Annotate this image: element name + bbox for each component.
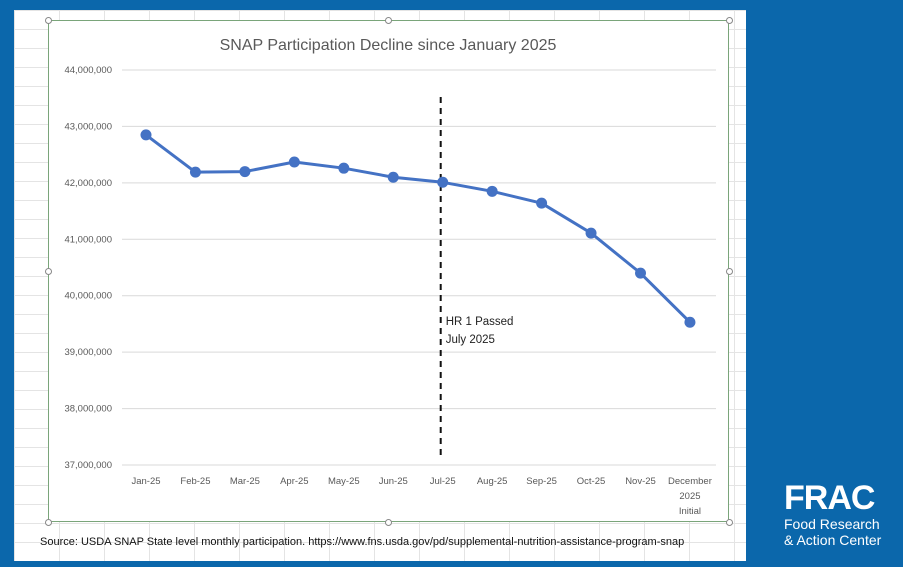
data-point (338, 162, 350, 174)
data-point (585, 227, 597, 239)
data-point (486, 185, 498, 197)
data-point (288, 156, 300, 168)
resize-handle[interactable] (726, 519, 733, 526)
resize-handle[interactable] (45, 268, 52, 275)
annotation-text: July 2025 (446, 334, 495, 346)
y-tick-label: 40,000,000 (64, 291, 112, 302)
x-tick-label: May-25 (328, 476, 360, 487)
data-point (536, 197, 548, 209)
y-tick-label: 39,000,000 (64, 347, 112, 358)
resize-handle[interactable] (45, 17, 52, 24)
x-tick-label: Aug-25 (477, 476, 508, 487)
data-point (635, 267, 646, 279)
x-tick-label: Jan-25 (131, 476, 160, 487)
y-tick-label: 41,000,000 (64, 234, 112, 245)
resize-handle[interactable] (385, 519, 392, 526)
y-tick-label: 37,000,000 (64, 460, 112, 471)
chart-area[interactable]: SNAP Participation Decline since January… (48, 20, 729, 522)
y-tick-label: 38,000,000 (64, 404, 112, 415)
x-tick-label: Mar-25 (230, 476, 260, 487)
resize-handle[interactable] (45, 519, 52, 526)
data-point (387, 171, 399, 183)
logo-line2: & Action Center (784, 532, 882, 548)
data-point (684, 316, 696, 328)
line-chart: SNAP Participation Decline since January… (64, 37, 716, 517)
logo-name: FRAC (784, 479, 875, 517)
resize-handle[interactable] (726, 268, 733, 275)
y-tick-label: 44,000,000 (64, 65, 112, 76)
x-tick-label: Sep-25 (526, 476, 557, 487)
x-tick-label: Jun-25 (379, 476, 408, 487)
annotation-text: HR 1 Passed (446, 316, 514, 328)
x-tick-label: Oct-25 (577, 476, 606, 487)
data-point (239, 166, 251, 178)
x-tick-label: December 2025 Initial (668, 476, 712, 517)
resize-handle[interactable] (726, 17, 733, 24)
data-point (437, 176, 449, 188)
x-tick-label: Nov-25 (625, 476, 656, 487)
source-note: Source: USDA SNAP State level monthly pa… (40, 536, 685, 548)
series-line (145, 133, 692, 324)
x-tick-label: Jul-25 (430, 476, 456, 487)
logo-line1: Food Research (784, 516, 880, 532)
x-tick-label: Apr-25 (280, 476, 309, 487)
frac-logo: FRAC Food Research & Action Center (784, 480, 881, 548)
chart-title: SNAP Participation Decline since January… (220, 37, 557, 54)
x-tick-label: Feb-25 (180, 476, 210, 487)
data-point (189, 166, 201, 178)
data-point (140, 129, 152, 141)
y-tick-label: 43,000,000 (64, 121, 112, 132)
resize-handle[interactable] (385, 17, 392, 24)
y-tick-label: 42,000,000 (64, 178, 112, 189)
